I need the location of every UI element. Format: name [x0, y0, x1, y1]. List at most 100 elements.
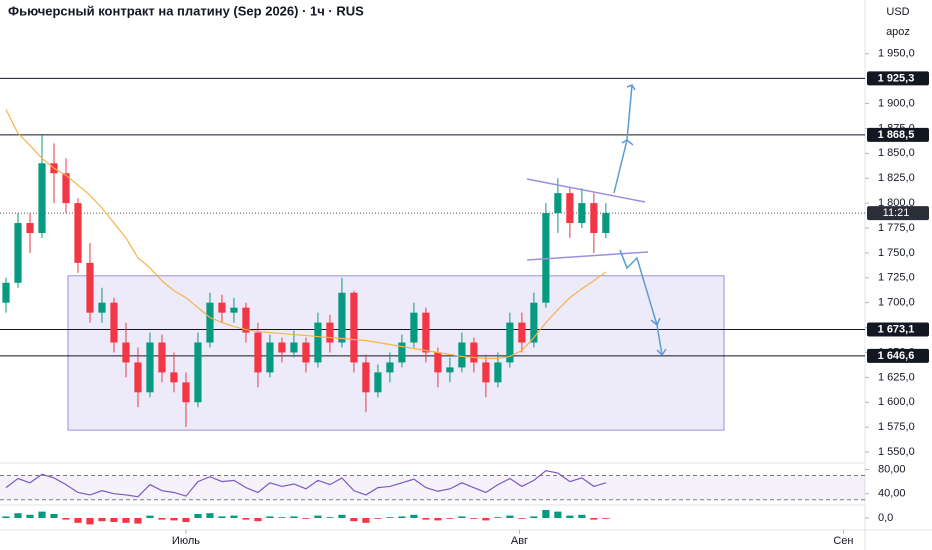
macd-bar — [242, 518, 250, 520]
candle-body — [230, 307, 238, 313]
macd-bar — [266, 516, 274, 518]
macd-bar — [74, 518, 82, 523]
candle-body — [218, 302, 226, 313]
macd-bar — [470, 518, 478, 519]
candle-body — [170, 372, 178, 383]
macd-bar — [230, 515, 238, 518]
arrow-head — [650, 317, 661, 327]
candle-body — [242, 307, 250, 333]
x-tick-label: Июль — [172, 535, 200, 547]
candle-body — [518, 322, 526, 343]
macd-bar — [398, 516, 406, 518]
y-tick-label: 1 700,0 — [878, 297, 915, 309]
candle-body — [134, 362, 142, 393]
macd-bar — [386, 517, 394, 518]
arrow-head — [656, 348, 667, 357]
macd-bar — [38, 511, 46, 518]
macd-bar — [2, 516, 10, 518]
macd-tick-label: 0,0 — [878, 512, 893, 524]
candle-body — [158, 342, 166, 373]
candle-body — [374, 372, 382, 393]
candle-body — [482, 362, 490, 383]
y-tick-label: 1 825,0 — [878, 172, 915, 184]
macd-bar — [530, 516, 538, 518]
candle-body — [422, 312, 430, 353]
y-tick-label: 1 775,0 — [878, 222, 915, 234]
candle-body — [326, 322, 334, 343]
y-tick-label: 1 575,0 — [878, 421, 915, 433]
x-tick-label: Авг — [511, 535, 528, 547]
arrow-down — [619, 249, 663, 356]
arrow-head — [626, 84, 636, 91]
macd-bar — [422, 518, 430, 520]
macd-bar — [482, 518, 490, 521]
arrow-head — [621, 139, 634, 146]
macd-bar — [590, 518, 598, 520]
scale-label: apoz — [886, 26, 910, 38]
candle-body — [26, 223, 34, 233]
macd-bar — [506, 515, 514, 518]
level-label: 1 673,1 — [878, 323, 915, 335]
macd-bar — [566, 515, 574, 518]
range-box — [67, 275, 725, 431]
candle-body — [266, 342, 274, 373]
level-label: 1 868,5 — [878, 129, 915, 141]
drawings — [526, 84, 667, 357]
rsi-band — [0, 475, 865, 500]
macd-bar — [110, 518, 118, 522]
macd-bar — [602, 518, 610, 519]
rsi-tick-label: 80,00 — [878, 463, 906, 475]
macd-bar — [326, 517, 334, 518]
macd-bar — [182, 518, 190, 522]
macd-bar — [146, 515, 154, 518]
macd-bar — [26, 514, 34, 518]
candle-body — [98, 302, 106, 313]
candle-body — [338, 292, 346, 343]
macd-bar — [350, 518, 358, 522]
macd-bar — [194, 514, 202, 518]
rsi-tick-label: 40,00 — [878, 488, 906, 500]
candle-body — [458, 342, 466, 368]
candle-body — [554, 193, 562, 214]
candle-body — [74, 203, 82, 263]
macd-bar — [254, 518, 262, 522]
macd-bar — [290, 516, 298, 518]
macd-bar — [362, 518, 370, 523]
candle-body — [542, 213, 550, 303]
macd-bar — [158, 518, 166, 520]
macd-bar — [98, 518, 106, 522]
moving-average — [5, 109, 607, 360]
macd-bar — [578, 514, 586, 518]
candle-body — [278, 342, 286, 353]
chart-title: Фьючерсный контракт на платину (Sep 2026… — [8, 3, 364, 18]
triangle-lower — [526, 251, 649, 261]
candle-body — [290, 342, 298, 353]
macd-bar — [410, 514, 418, 518]
macd-bar — [458, 516, 466, 518]
macd-bar — [446, 518, 454, 519]
y-tick-label: 1 950,0 — [878, 48, 915, 60]
macd-bar — [218, 516, 226, 518]
candle-body — [86, 262, 94, 313]
macd-bar — [206, 513, 214, 518]
level-badge — [867, 71, 929, 86]
macd-bar — [170, 518, 178, 521]
candle-body — [590, 203, 598, 233]
candle-body — [350, 292, 358, 363]
y-tick-label: 1 850,0 — [878, 147, 915, 159]
current-badge — [867, 206, 929, 221]
currency: USD — [886, 6, 909, 18]
candle-body — [146, 342, 154, 393]
macd-bar — [374, 518, 382, 519]
candle-body — [194, 342, 202, 403]
candle-body — [182, 382, 190, 403]
y-tick-label: 1 600,0 — [878, 396, 915, 408]
macd-bar — [14, 513, 22, 518]
macd-bar — [302, 518, 310, 519]
macd-bar — [86, 518, 94, 525]
y-tick-label: 1 900,0 — [878, 97, 915, 109]
macd-bar — [278, 517, 286, 518]
y-tick-label: 1 625,0 — [878, 371, 915, 383]
macd-bar — [50, 514, 58, 518]
